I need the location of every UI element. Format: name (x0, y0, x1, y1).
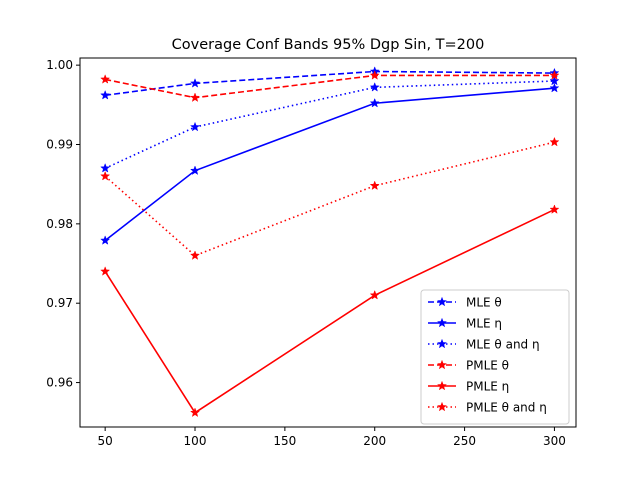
data-point-star-marker (549, 82, 560, 93)
legend-item: PMLE θ and η (428, 401, 547, 415)
series-5 (100, 204, 560, 418)
y-tick-label: 0.98 (46, 217, 73, 231)
x-tick-label: 300 (543, 434, 566, 448)
legend-star-marker (436, 296, 448, 307)
legend-item: MLE θ (428, 296, 502, 310)
data-point-star-marker (100, 235, 111, 245)
legend-label: MLE η (466, 317, 502, 331)
series-line (105, 70, 555, 97)
data-point-star-marker (369, 97, 380, 108)
series-line (104, 87, 555, 242)
x-tick-label: 200 (363, 434, 386, 448)
data-point-star-marker (549, 136, 560, 147)
legend-star-marker (436, 359, 448, 370)
legend-star-marker (436, 338, 448, 349)
data-point-star-marker (189, 121, 201, 132)
legend-label: PMLE θ (466, 359, 509, 373)
series-line (104, 141, 555, 257)
y-tick-label: 0.97 (46, 296, 73, 310)
legend-label: MLE θ and η (466, 338, 540, 352)
data-point-star-marker (100, 89, 111, 100)
series-line (105, 74, 555, 99)
x-tick-label: 50 (98, 434, 113, 448)
legend-item: PMLE θ (428, 359, 509, 373)
series-4 (100, 70, 560, 102)
legend-star-marker (436, 401, 448, 412)
data-point-star-marker (189, 165, 201, 175)
series-line (104, 208, 555, 414)
legend-item: PMLE η (428, 380, 509, 394)
legend-box (420, 289, 570, 425)
x-tick-label: 100 (184, 434, 207, 448)
chart-title: Coverage Conf Bands 95% Dgp Sin, T=200 (172, 37, 485, 53)
legend-item: MLE η (428, 317, 502, 331)
x-axis: 50 100 150 200 250 300 (98, 427, 566, 448)
data-point-star-marker (549, 204, 560, 214)
legend: MLE θ MLE η MLE θ and η PMLE θ PMLE η PMLE θ … (420, 289, 570, 425)
data-point-star-marker (189, 407, 201, 418)
data-point-star-marker (189, 78, 201, 88)
x-tick-label: 150 (273, 434, 296, 448)
y-tick-label: 0.99 (46, 137, 73, 151)
series-6 (100, 136, 560, 260)
data-point-star-marker (100, 266, 111, 276)
data-point-star-marker (369, 180, 380, 191)
series-3 (100, 75, 560, 173)
legend-star-marker (436, 380, 448, 391)
data-point-star-marker (369, 82, 380, 92)
legend-star-marker (436, 317, 448, 328)
data-point-star-marker (100, 170, 111, 181)
data-point-star-marker (189, 250, 201, 260)
data-point-star-marker (100, 162, 111, 173)
plot-series (100, 66, 560, 418)
series-2 (100, 82, 560, 245)
legend-label: MLE θ (466, 296, 502, 310)
y-axis: 0.96 0.97 0.98 0.99 1.00 (46, 58, 80, 390)
legend-label: PMLE η (466, 380, 509, 394)
y-tick-label: 0.96 (46, 376, 73, 390)
data-point-star-marker (549, 75, 560, 86)
data-point-star-marker (369, 289, 380, 300)
legend-label: PMLE θ and η (466, 401, 547, 415)
x-tick-label: 250 (453, 434, 476, 448)
data-point-star-marker (189, 92, 201, 102)
plot-frame (79, 57, 577, 428)
data-point-star-marker (100, 74, 111, 84)
legend-item: MLE θ and η (428, 338, 540, 352)
data-point-star-marker (549, 70, 560, 80)
data-point-star-marker (369, 70, 380, 80)
y-tick-label: 1.00 (46, 58, 73, 72)
